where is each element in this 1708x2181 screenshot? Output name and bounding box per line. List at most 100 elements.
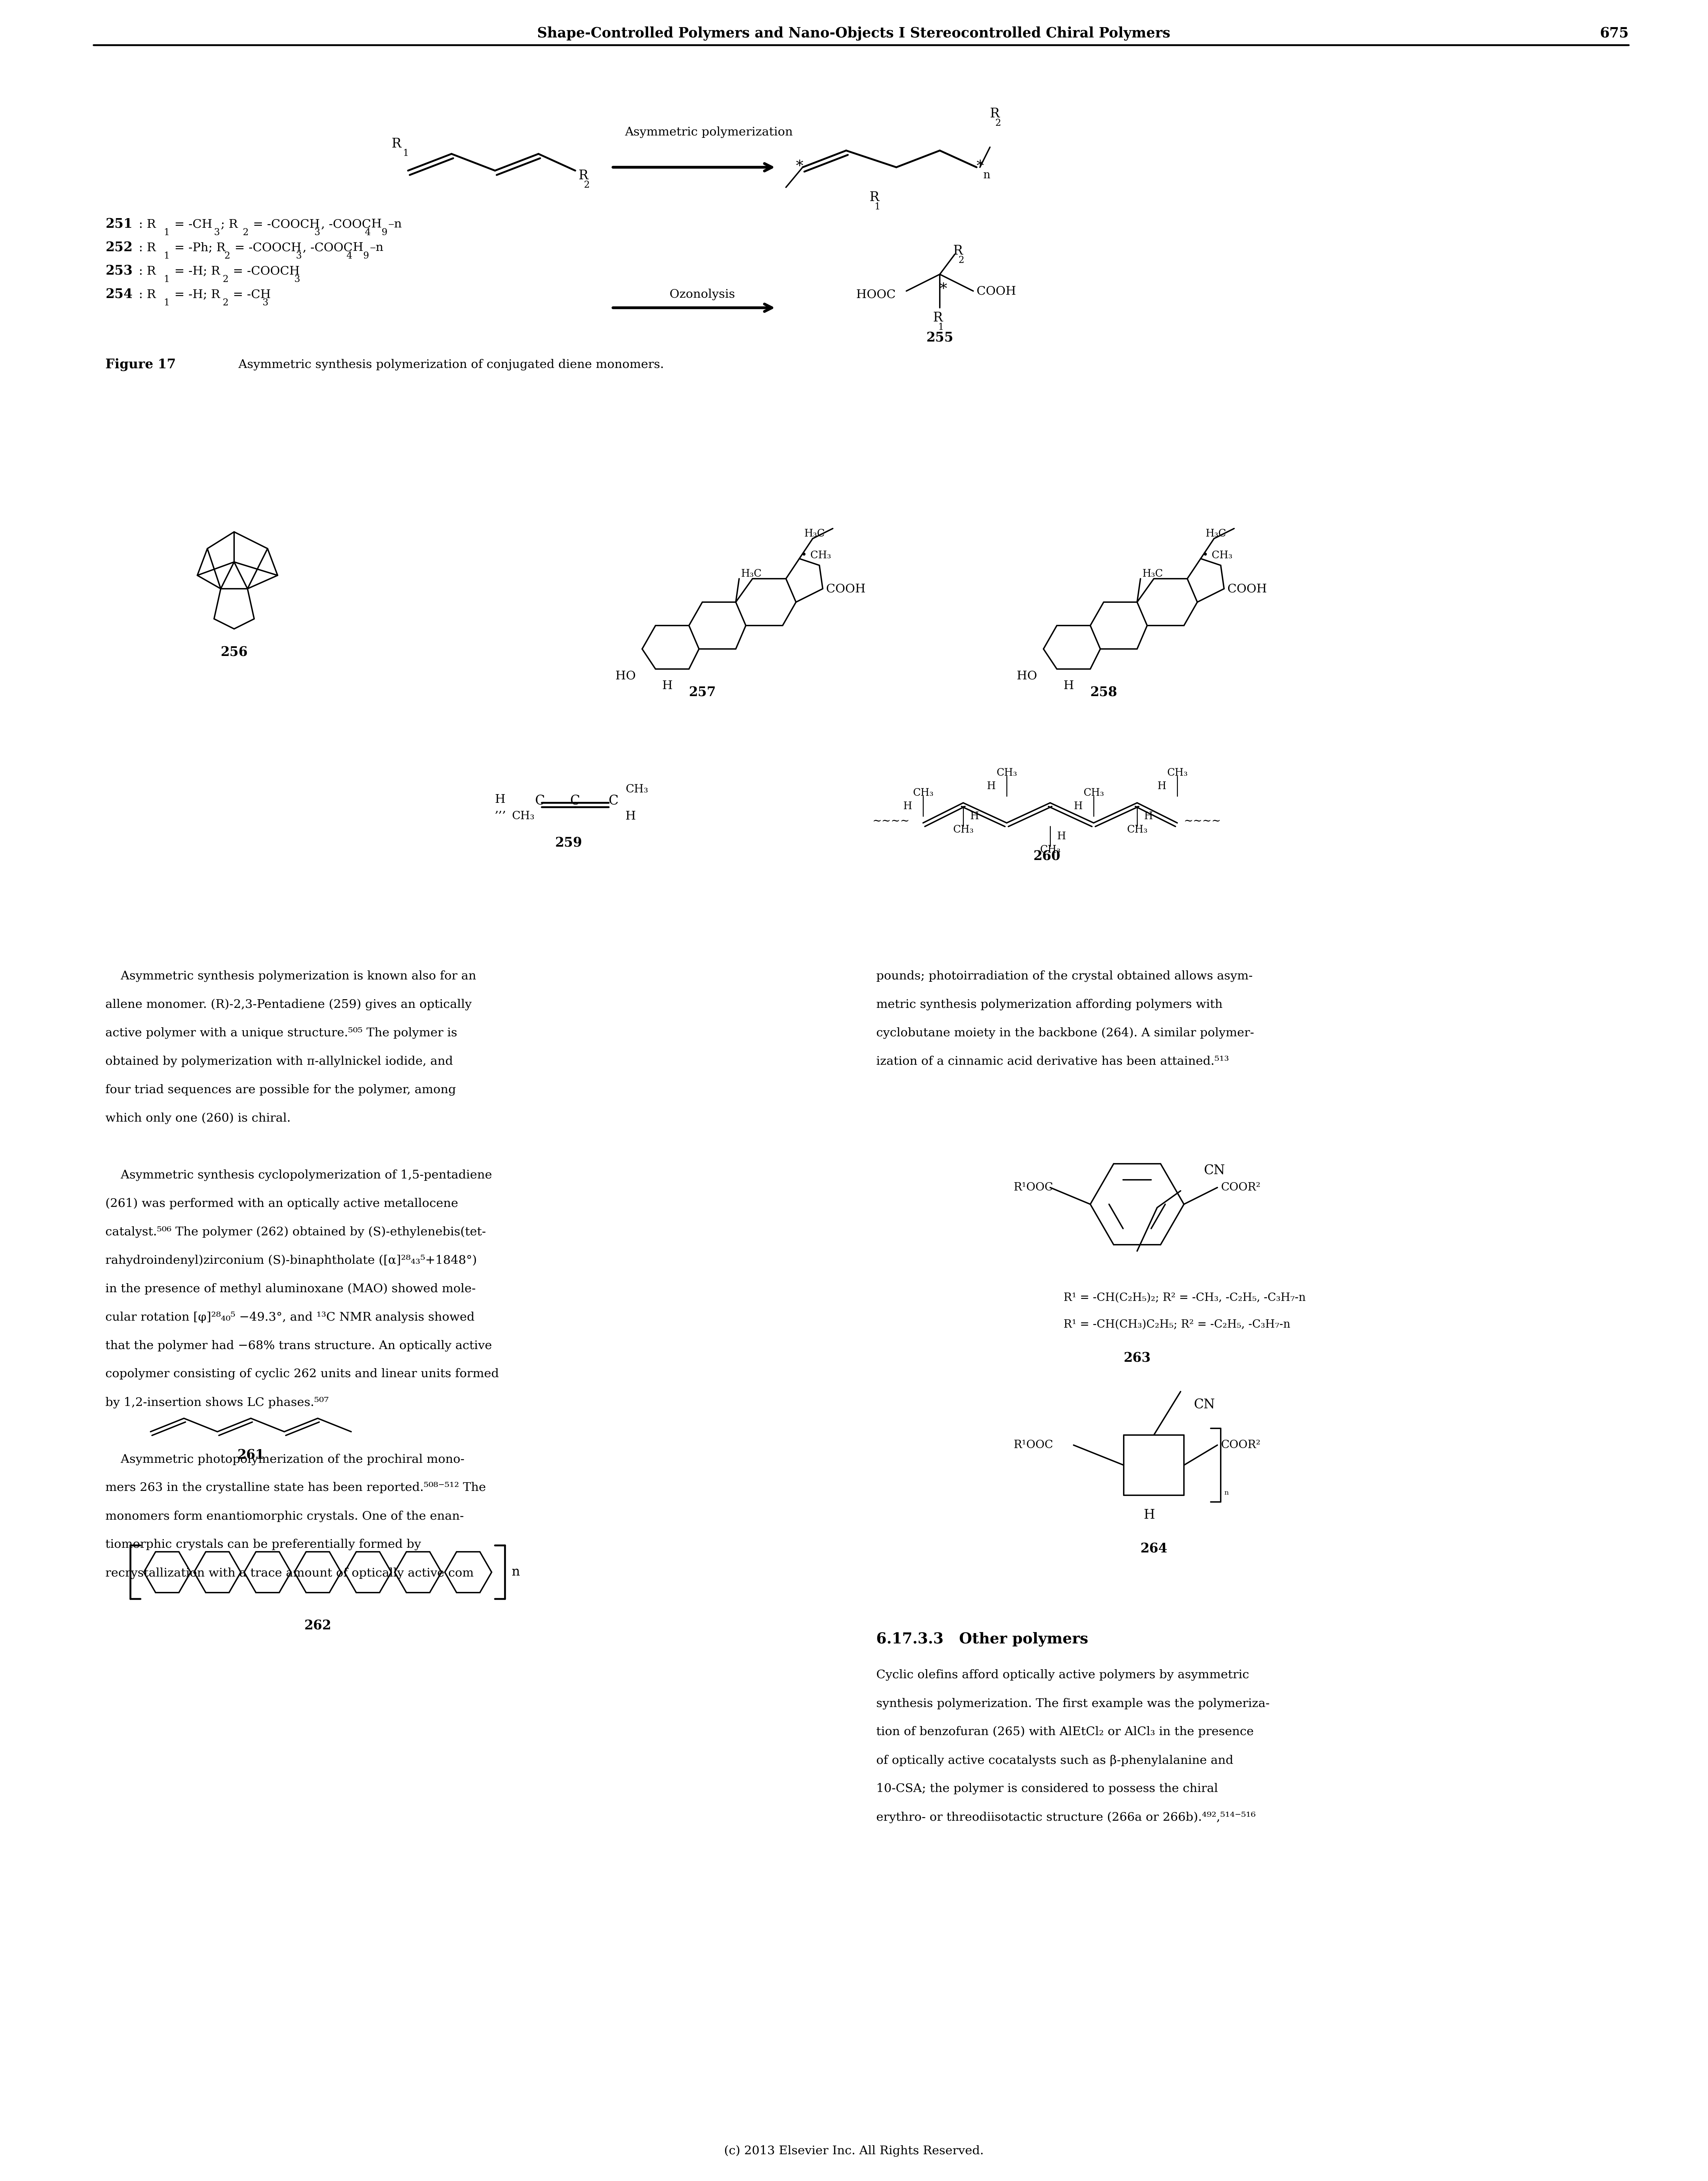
Text: (c) 2013 Elsevier Inc. All Rights Reserved.: (c) 2013 Elsevier Inc. All Rights Reserv… — [724, 2146, 984, 2157]
Text: R: R — [579, 170, 588, 181]
Text: H: H — [1144, 811, 1153, 822]
Text: Asymmetric polymerization: Asymmetric polymerization — [625, 126, 793, 137]
Text: 254: 254 — [106, 288, 133, 301]
Text: : R: : R — [138, 288, 155, 301]
Text: 1: 1 — [403, 148, 408, 157]
Text: • CH₃: • CH₃ — [1202, 550, 1233, 561]
Text: C: C — [535, 794, 545, 807]
Text: , -COOC: , -COOC — [302, 242, 352, 253]
Text: –n: –n — [388, 218, 401, 229]
Text: ~~~~: ~~~~ — [1184, 816, 1221, 827]
Text: R: R — [869, 192, 880, 203]
Text: 4: 4 — [364, 229, 371, 238]
Text: 2: 2 — [224, 251, 231, 260]
Text: CN: CN — [1204, 1165, 1225, 1178]
Text: 2: 2 — [243, 229, 248, 238]
Text: *: * — [977, 159, 984, 174]
Text: 3: 3 — [294, 275, 301, 284]
Text: that the polymer had −68% trans structure. An optically active: that the polymer had −68% trans structur… — [106, 1339, 492, 1352]
Text: = -Ph; R: = -Ph; R — [171, 242, 225, 253]
Text: 2: 2 — [958, 255, 963, 264]
Text: 259: 259 — [555, 838, 582, 848]
Text: cyclobutane moiety in the backbone (264). A similar polymer-: cyclobutane moiety in the backbone (264)… — [876, 1027, 1254, 1038]
Text: 261: 261 — [237, 1448, 265, 1461]
Text: 2: 2 — [996, 118, 1001, 129]
Text: H: H — [1057, 831, 1066, 842]
Text: 252: 252 — [106, 242, 133, 253]
Text: of optically active cocatalysts such as β-phenylalanine and: of optically active cocatalysts such as … — [876, 1754, 1233, 1767]
Text: R: R — [391, 137, 401, 150]
Text: erythro- or threodiisotactic structure (266a or 266b).⁴⁹²,⁵¹⁴⁻⁵¹⁶: erythro- or threodiisotactic structure (… — [876, 1812, 1255, 1823]
Text: 257: 257 — [688, 687, 716, 698]
Text: = -H; R: = -H; R — [171, 266, 220, 277]
Text: 10-CSA; the polymer is considered to possess the chiral: 10-CSA; the polymer is considered to pos… — [876, 1782, 1218, 1795]
Text: = -COOCH: = -COOCH — [249, 218, 319, 229]
Text: H₃C: H₃C — [1143, 569, 1163, 578]
Text: = -CH: = -CH — [171, 218, 212, 229]
Text: 253: 253 — [106, 264, 133, 277]
Text: H₃C: H₃C — [741, 569, 762, 578]
Text: 1: 1 — [164, 251, 169, 260]
Text: : R: : R — [138, 242, 155, 253]
Text: Figure 17: Figure 17 — [106, 358, 176, 371]
Text: ,,,: ,,, — [495, 803, 507, 814]
Text: H: H — [354, 242, 364, 253]
Text: , -COOC: , -COOC — [321, 218, 371, 229]
Text: CN: CN — [1194, 1398, 1214, 1411]
Text: 2: 2 — [222, 299, 229, 308]
Text: HOOC: HOOC — [856, 288, 895, 301]
Text: H: H — [1064, 680, 1074, 691]
Text: *: * — [796, 159, 803, 174]
Text: 264: 264 — [1141, 1542, 1168, 1555]
Text: CH₃: CH₃ — [912, 787, 934, 798]
Text: allene monomer. (R)-2,3-Pentadiene (259) gives an optically: allene monomer. (R)-2,3-Pentadiene (259)… — [106, 999, 471, 1010]
Text: CH₃: CH₃ — [1083, 787, 1103, 798]
Text: COOH: COOH — [1228, 582, 1267, 595]
Text: Asymmetric synthesis cyclopolymerization of 1,5-pentadiene: Asymmetric synthesis cyclopolymerization… — [106, 1169, 492, 1180]
Text: four triad sequences are possible for the polymer, among: four triad sequences are possible for th… — [106, 1084, 456, 1095]
Text: n: n — [984, 170, 991, 181]
Text: by 1,2-insertion shows LC phases.⁵⁰⁷: by 1,2-insertion shows LC phases.⁵⁰⁷ — [106, 1396, 328, 1409]
Text: obtained by polymerization with π-allylnickel iodide, and: obtained by polymerization with π-allyln… — [106, 1056, 453, 1067]
Text: : R: : R — [138, 266, 155, 277]
Text: 6.17.3.3   Other polymers: 6.17.3.3 Other polymers — [876, 1631, 1088, 1647]
Text: H₃C: H₃C — [804, 528, 825, 539]
Text: H: H — [904, 800, 912, 811]
Text: Asymmetric synthesis polymerization is known also for an: Asymmetric synthesis polymerization is k… — [106, 971, 477, 981]
Text: 1: 1 — [874, 203, 881, 212]
Text: rahydroindenyl)zirconium (S)-binaphtholate ([α]²⁸₄₃⁵+1848°): rahydroindenyl)zirconium (S)-binaphthola… — [106, 1254, 477, 1265]
Text: R¹OOC: R¹OOC — [1013, 1439, 1054, 1450]
Text: 260: 260 — [1033, 851, 1061, 864]
Text: catalyst.⁵⁰⁶ The polymer (262) obtained by (S)-ethylenebis(tet-: catalyst.⁵⁰⁶ The polymer (262) obtained … — [106, 1226, 487, 1237]
Text: 9: 9 — [381, 229, 388, 238]
Text: COOH: COOH — [977, 286, 1016, 297]
Text: 1: 1 — [164, 229, 169, 238]
Text: Asymmetric synthesis polymerization of conjugated diene monomers.: Asymmetric synthesis polymerization of c… — [231, 360, 664, 371]
Text: HO: HO — [1016, 670, 1037, 680]
Text: 1: 1 — [938, 323, 945, 332]
Text: H: H — [625, 811, 635, 822]
Text: H: H — [1158, 781, 1167, 792]
Text: tion of benzofuran (265) with AlEtCl₂ or AlCl₃ in the presence: tion of benzofuran (265) with AlEtCl₂ or… — [876, 1725, 1254, 1738]
Text: H: H — [663, 680, 673, 691]
Text: H: H — [495, 794, 506, 805]
Text: in the presence of methyl aluminoxane (MAO) showed mole-: in the presence of methyl aluminoxane (M… — [106, 1282, 477, 1293]
Text: (261) was performed with an optically active metallocene: (261) was performed with an optically ac… — [106, 1197, 458, 1208]
Text: R: R — [953, 244, 963, 257]
Text: tiomorphic crystals can be preferentially formed by: tiomorphic crystals can be preferentiall… — [106, 1540, 422, 1551]
Text: R¹ = -CH(C₂H₅)₂; R² = -CH₃, -C₂H₅, -C₃H₇-n: R¹ = -CH(C₂H₅)₂; R² = -CH₃, -C₂H₅, -C₃H₇… — [1064, 1293, 1305, 1304]
Text: HO: HO — [615, 670, 635, 680]
Text: H: H — [970, 811, 979, 822]
Text: 256: 256 — [220, 646, 248, 659]
Text: 262: 262 — [304, 1618, 331, 1631]
Text: 675: 675 — [1600, 26, 1629, 41]
Text: = -H; R: = -H; R — [171, 288, 220, 301]
Text: 263: 263 — [1124, 1352, 1151, 1365]
Text: 255: 255 — [926, 332, 953, 345]
Text: R: R — [991, 107, 999, 120]
Text: 2: 2 — [584, 181, 589, 190]
Text: R: R — [933, 312, 943, 325]
Text: C: C — [570, 794, 581, 807]
Text: 3: 3 — [263, 299, 268, 308]
Text: 1: 1 — [164, 299, 169, 308]
